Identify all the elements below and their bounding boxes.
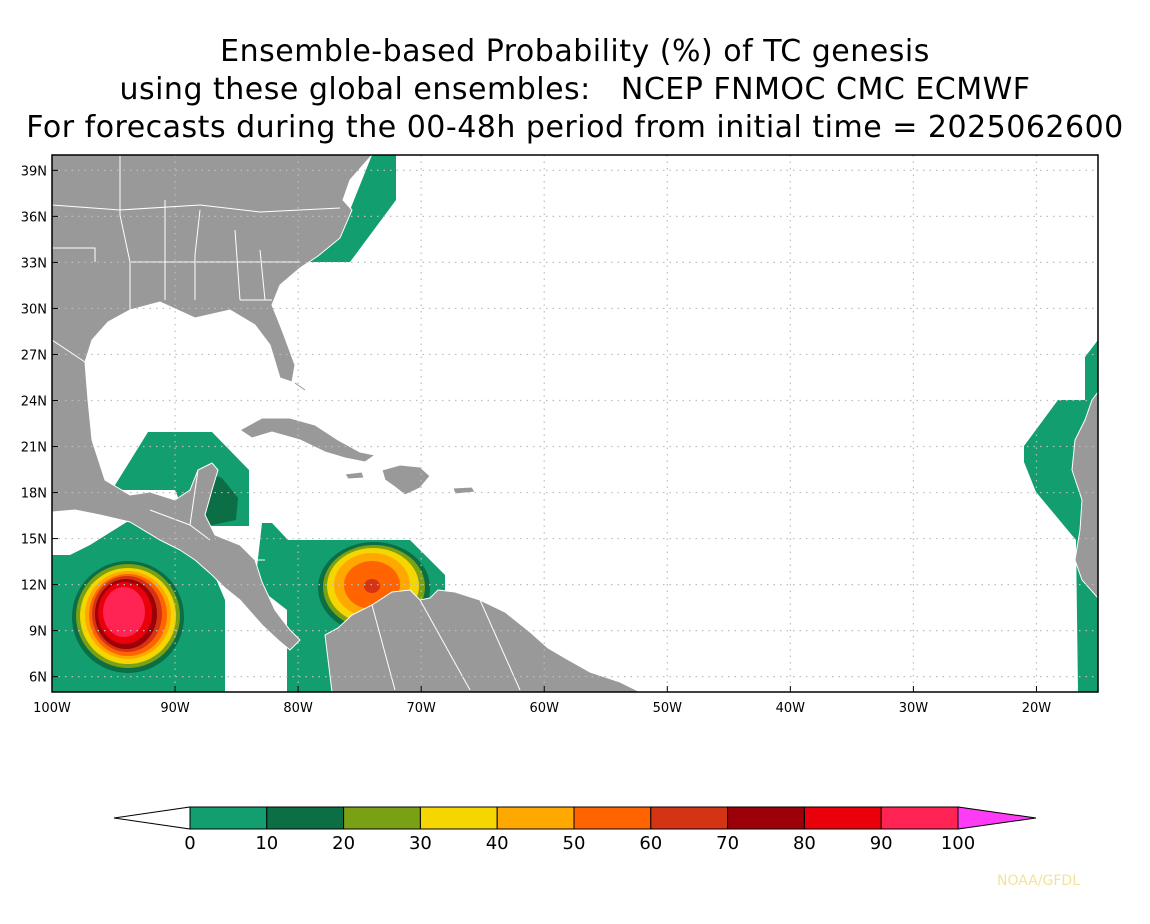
- lon-label: 90W: [160, 701, 190, 716]
- lat-label: 33N: [21, 256, 47, 271]
- prob-area-africa: [1024, 340, 1098, 692]
- colorbar-label: 50: [563, 833, 586, 854]
- lat-label: 27N: [21, 348, 47, 363]
- lon-label: 70W: [406, 701, 436, 716]
- lat-label: 15N: [21, 533, 47, 548]
- title-line-2: using these global ensembles: NCEP FNMOC…: [119, 72, 1031, 107]
- colorbar-swatch: [419, 806, 498, 830]
- colorbar-label: 30: [409, 833, 432, 854]
- colorbar-swatch: [880, 806, 959, 830]
- lat-label: 36N: [21, 210, 47, 225]
- colorbar-swatch: [343, 806, 421, 830]
- lat-label: 9N: [29, 625, 47, 640]
- colorbar-swatch: [266, 806, 345, 830]
- title-line-3: For forecasts during the 00-48h period f…: [26, 110, 1124, 145]
- colorbar-swatch: [803, 806, 882, 830]
- axis-ticks: [51, 169, 1037, 692]
- lon-label: 30W: [899, 701, 929, 716]
- colorbar-swatch: [496, 806, 575, 830]
- colorbar-over-arrow: [957, 806, 1037, 830]
- lat-label: 21N: [21, 441, 47, 456]
- colorbar-label: 20: [332, 833, 355, 854]
- colorbar: 0 10 20 30 40 50 60 70 80 90 100: [113, 806, 1037, 854]
- colorbar-label: 100: [941, 833, 975, 854]
- lon-label: 100W: [33, 701, 71, 716]
- north-america: [52, 155, 373, 651]
- florida-keys: [294, 382, 306, 391]
- colorbar-label: 70: [716, 833, 739, 854]
- lon-label: 20W: [1022, 701, 1052, 716]
- colorbar-label: 90: [870, 833, 893, 854]
- prob-caribbean-60: [364, 579, 380, 593]
- africa: [1071, 391, 1098, 599]
- lon-label: 80W: [283, 701, 313, 716]
- lon-label: 60W: [530, 701, 560, 716]
- credit-label: NOAA/GFDL: [997, 873, 1080, 889]
- lon-label: 50W: [653, 701, 683, 716]
- lon-label: 40W: [776, 701, 806, 716]
- colorbar-swatch: [189, 806, 268, 830]
- colorbar-swatch: [650, 806, 729, 830]
- colorbar-label: 0: [184, 833, 195, 854]
- lat-label: 12N: [21, 579, 47, 594]
- longitude-labels: 100W 90W 80W 70W 60W 50W 40W 30W 20W: [33, 701, 1051, 716]
- jamaica: [344, 471, 365, 480]
- title-line-1: Ensemble-based Probability (%) of TC gen…: [220, 34, 930, 69]
- lat-label: 6N: [29, 671, 47, 686]
- colorbar-under-arrow: [113, 806, 191, 830]
- prob-pacific-90: [103, 587, 145, 637]
- lat-lon-grid: [52, 155, 1098, 692]
- south-america: [324, 589, 641, 692]
- colorbar-label: 40: [486, 833, 509, 854]
- colorbar-swatch: [573, 806, 652, 830]
- colorbar-label: 60: [639, 833, 662, 854]
- lat-label: 39N: [21, 164, 47, 179]
- latitude-labels: 39N 36N 33N 30N 27N 24N 21N 18N 15N 12N 9N 6N: [21, 164, 47, 685]
- plot-frame: [51, 154, 1099, 693]
- hispaniola: [381, 464, 431, 496]
- lat-label: 30N: [21, 302, 47, 317]
- lat-label: 24N: [21, 394, 47, 409]
- cuba: [239, 417, 377, 463]
- political-boundaries: [52, 155, 521, 691]
- lat-label: 18N: [21, 487, 47, 502]
- colorbar-label: 80: [793, 833, 816, 854]
- colorbar-swatch: [727, 806, 805, 830]
- colorbar-label: 10: [255, 833, 278, 854]
